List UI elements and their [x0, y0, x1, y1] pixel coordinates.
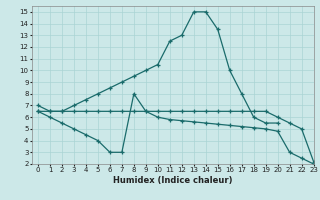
X-axis label: Humidex (Indice chaleur): Humidex (Indice chaleur) [113, 176, 233, 185]
